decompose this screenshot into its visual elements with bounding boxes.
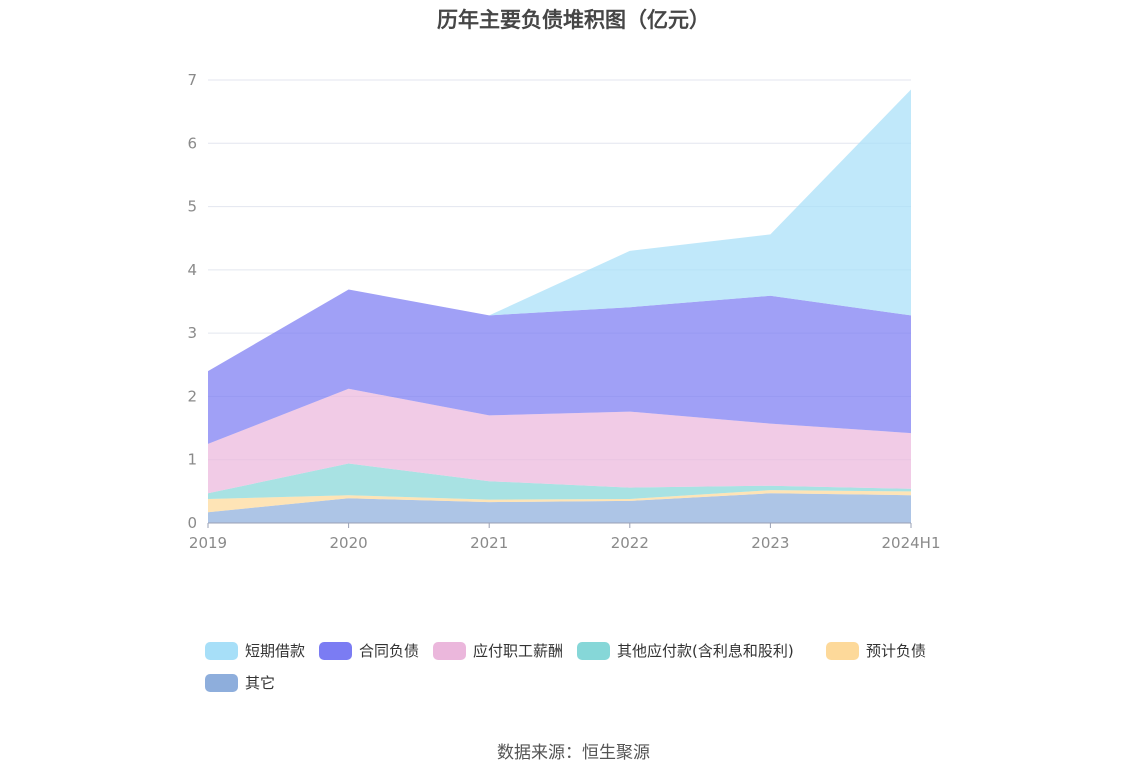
y-tick-label: 2 bbox=[187, 387, 197, 405]
area-series-2 bbox=[208, 463, 911, 500]
area-series-4 bbox=[208, 289, 911, 444]
y-tick-label: 6 bbox=[187, 134, 197, 152]
legend-label-3[interactable]: 其他应付款(含利息和股利) bbox=[617, 642, 794, 660]
y-tick-label: 4 bbox=[187, 261, 197, 279]
source-note: 数据来源：恒生聚源 bbox=[497, 743, 650, 763]
area-series-3 bbox=[208, 388, 911, 494]
x-tick-label: 2023 bbox=[751, 534, 789, 552]
legend-swatch-0[interactable] bbox=[205, 642, 238, 660]
legend-swatch-2[interactable] bbox=[433, 642, 466, 660]
legend-label-2[interactable]: 应付职工薪酬 bbox=[473, 642, 563, 660]
legend-label-0[interactable]: 短期借款 bbox=[245, 642, 305, 660]
chart-title: 历年主要负债堆积图（亿元） bbox=[437, 8, 710, 32]
legend-label-1[interactable]: 合同负债 bbox=[359, 642, 419, 660]
legend-swatch-3[interactable] bbox=[577, 642, 610, 660]
x-tick-label: 2020 bbox=[330, 534, 368, 552]
axes: 0 1 2 3 4 5 6 7 2019 2020 2021 2022 2023 2024H1 bbox=[187, 71, 940, 552]
y-tick-label: 5 bbox=[187, 198, 197, 216]
area-series-1 bbox=[208, 490, 911, 513]
legend-swatch-5[interactable] bbox=[205, 674, 238, 692]
x-tick-label: 2022 bbox=[611, 534, 649, 552]
y-tick-label: 3 bbox=[187, 324, 197, 342]
area-series bbox=[208, 89, 911, 523]
y-tick-label: 7 bbox=[187, 71, 197, 89]
legend-swatch-1[interactable] bbox=[319, 642, 352, 660]
legend-swatch-4[interactable] bbox=[826, 642, 859, 660]
y-tick-label: 0 bbox=[187, 514, 197, 532]
y-tick-label: 1 bbox=[187, 451, 197, 469]
x-tick-label: 2024H1 bbox=[882, 534, 941, 552]
legend-label-4[interactable]: 预计负债 bbox=[866, 642, 926, 660]
x-tick-label: 2021 bbox=[470, 534, 508, 552]
legend-label-5[interactable]: 其它 bbox=[245, 674, 275, 692]
area-series-0 bbox=[208, 493, 911, 523]
x-tick-label: 2019 bbox=[189, 534, 227, 552]
